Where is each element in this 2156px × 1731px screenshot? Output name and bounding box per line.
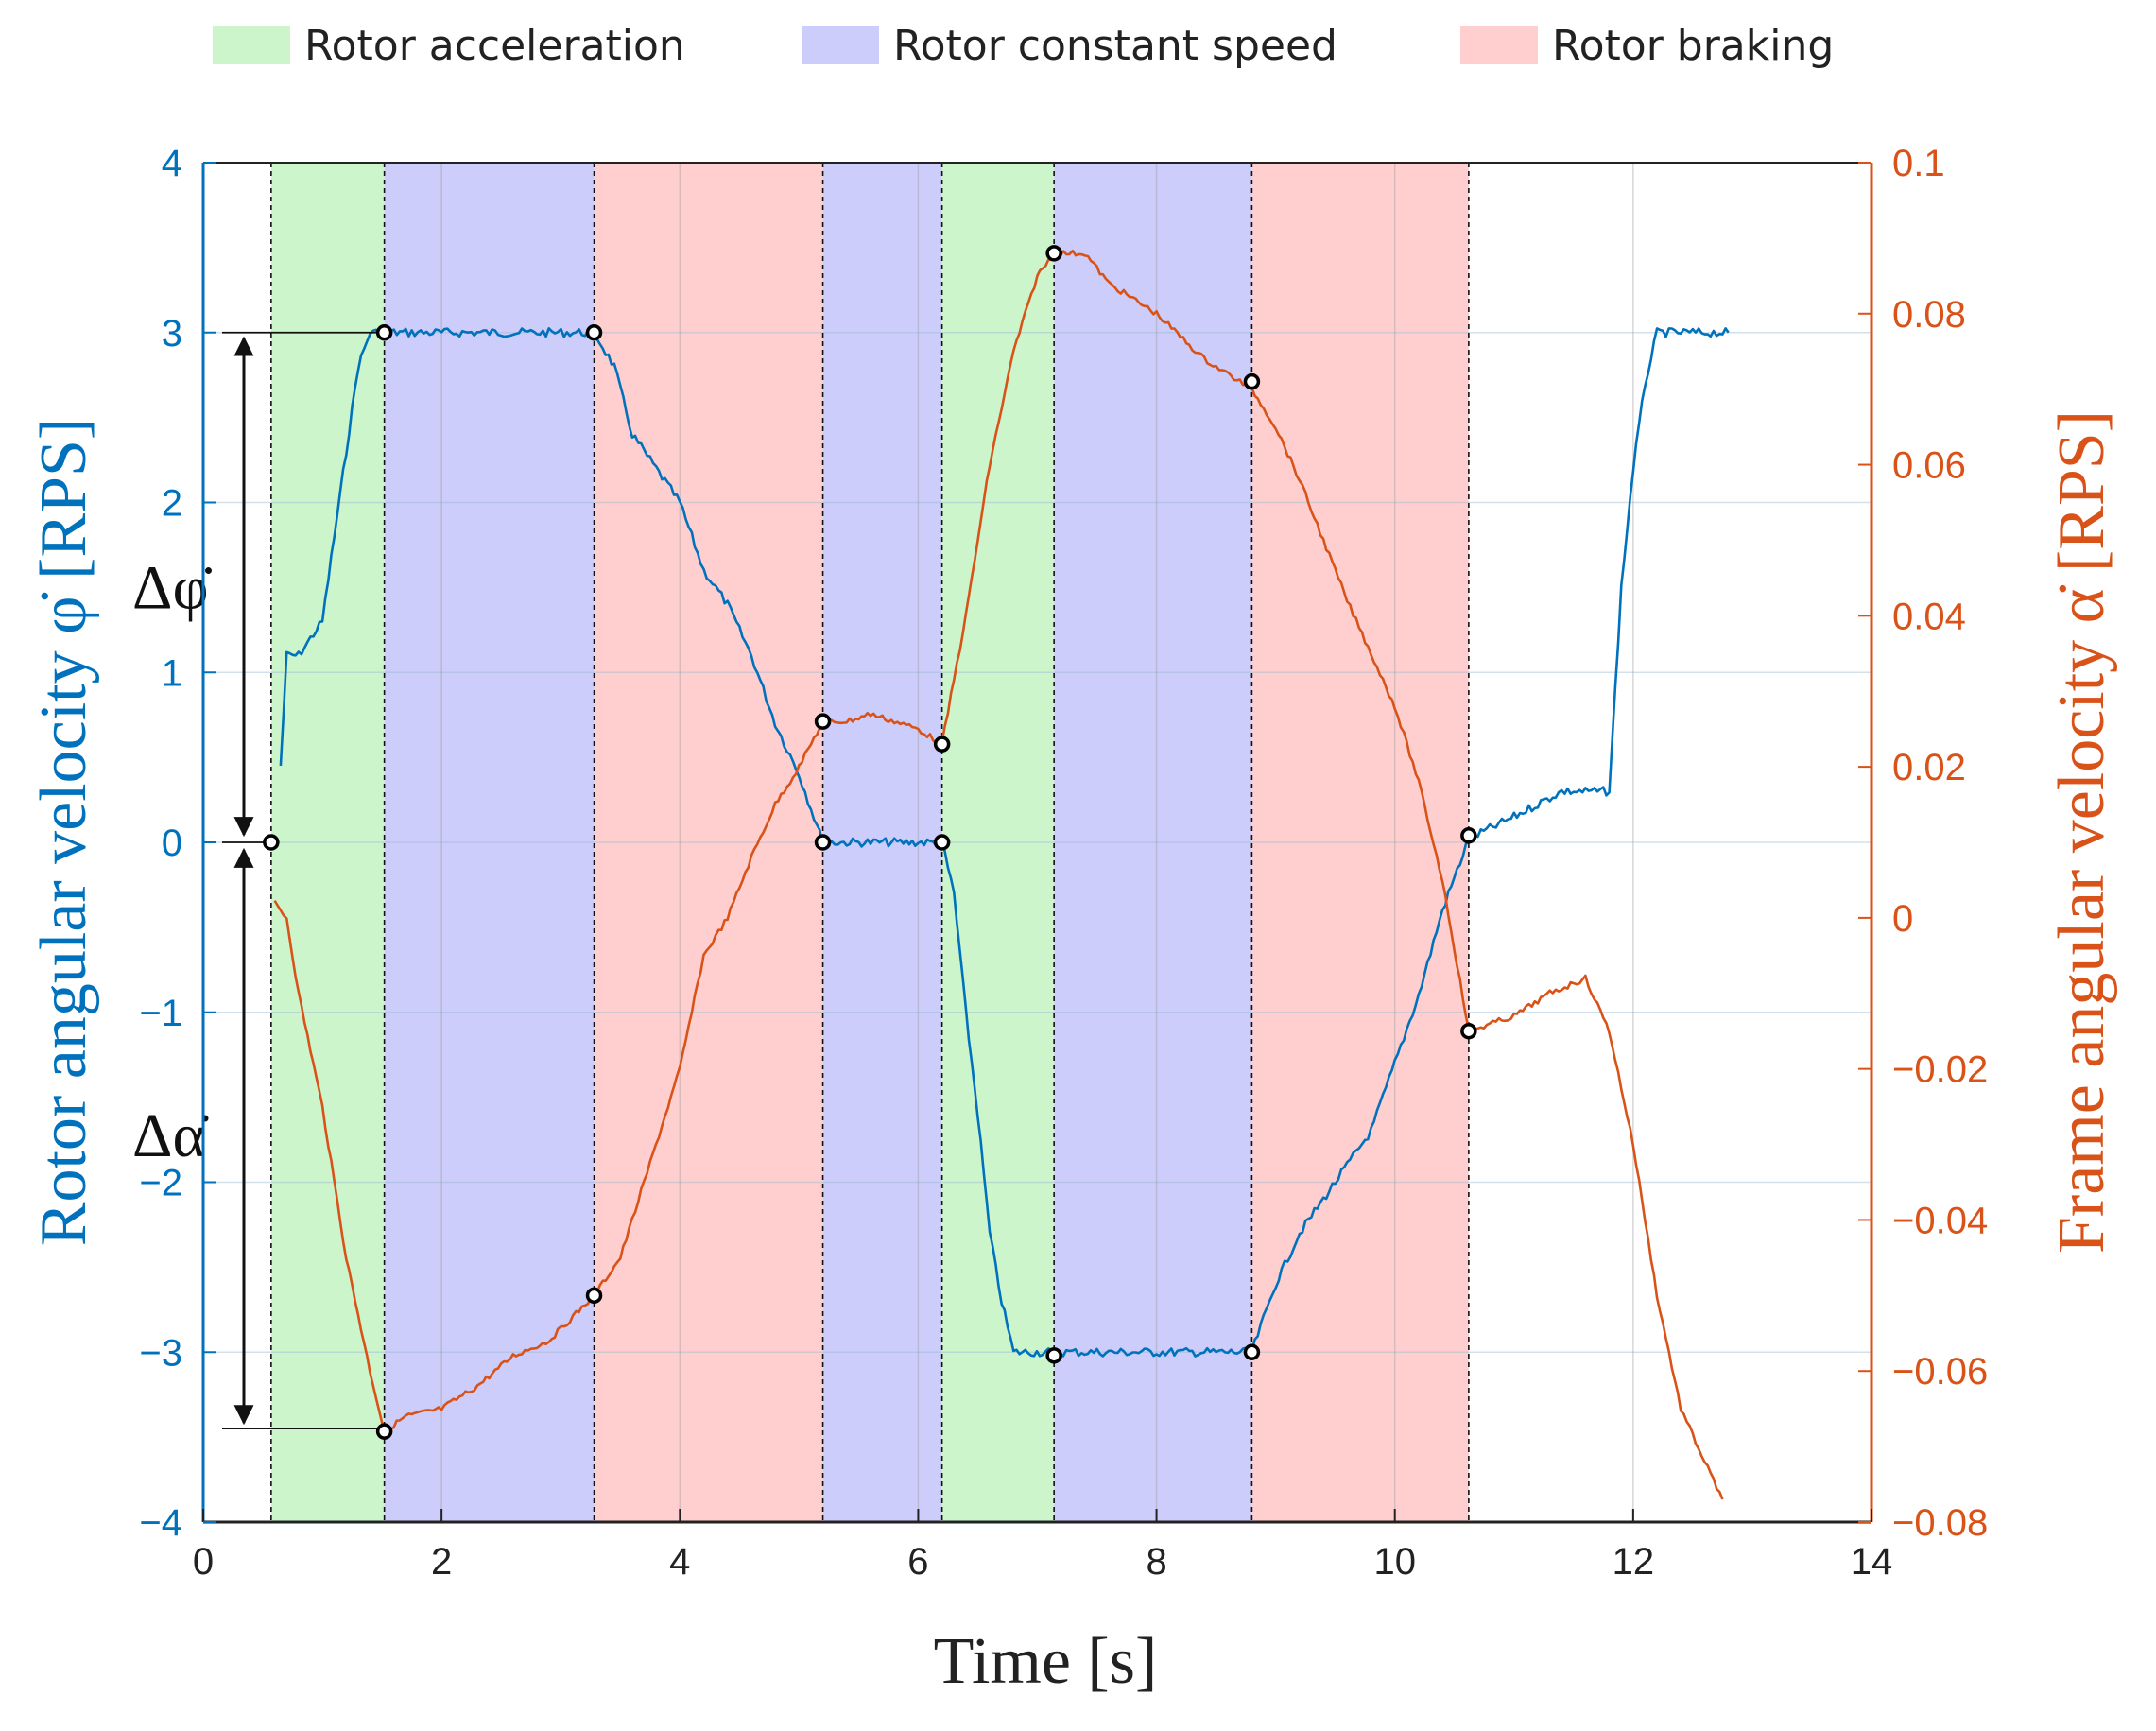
marker-point	[1243, 372, 1261, 390]
marker-point	[814, 713, 832, 730]
tick-labels: 0 2 4 6 8 10 12 1443210−1−2−3−40.10.080.060.040…	[139, 143, 1988, 1583]
frame-velocity-line	[273, 249, 1724, 1500]
x-tick-label: 8	[1146, 1541, 1166, 1583]
x-tick-label: 2	[431, 1541, 452, 1583]
marker-point	[1460, 1022, 1477, 1040]
y-tick-label-right: 0	[1892, 898, 1913, 940]
marker-point	[1045, 1347, 1062, 1364]
y-tick-label-right: 0.08	[1892, 294, 1966, 336]
y-tick-label-right: 0.02	[1892, 747, 1966, 788]
phase-band-braking	[594, 163, 823, 1522]
legend-swatch	[1460, 26, 1538, 64]
x-tick-label: 6	[907, 1541, 928, 1583]
y-tick-label-left: −1	[139, 993, 182, 1034]
marker-point	[814, 834, 832, 851]
y-tick-label-left: −2	[139, 1163, 182, 1204]
y-tick-label-left: −4	[139, 1502, 182, 1544]
y-axis-title-left: Rotor angular velocity φ̇ [RPS]	[27, 418, 100, 1246]
phase-band-acceleration	[941, 163, 1055, 1522]
marker-point	[1045, 245, 1062, 262]
y-tick-label-right: 0.06	[1892, 445, 1966, 487]
phase-bands	[270, 163, 1469, 1522]
series-lines	[273, 249, 1730, 1500]
x-tick-label: 14	[1851, 1541, 1893, 1583]
y-tick-label-left: 2	[162, 483, 182, 525]
phase-band-constant	[1054, 163, 1252, 1522]
legend-swatch	[213, 26, 290, 64]
marker-point	[375, 324, 393, 341]
legend-label: Rotor braking	[1552, 22, 1834, 70]
legend-label: Rotor acceleration	[304, 22, 685, 70]
phase-band-acceleration	[270, 163, 385, 1522]
y-tick-label-right: 0.04	[1892, 596, 1966, 637]
annotation-label: Δα̇	[132, 1101, 209, 1170]
x-tick-label: 12	[1613, 1541, 1655, 1583]
phase-band-constant	[384, 163, 595, 1522]
marker-point	[933, 736, 951, 753]
marker-point	[585, 1287, 603, 1305]
marker-point	[585, 324, 603, 341]
marker-point	[933, 834, 951, 851]
y-tick-label-right: −0.02	[1892, 1049, 1988, 1091]
annotations: Δφ̇ Δα̇	[132, 331, 385, 1430]
y-axis-title-right: Frame angular velocity α̇ [RPS]	[2045, 410, 2118, 1254]
marker-point	[263, 834, 280, 851]
x-tick-label: 10	[1373, 1541, 1416, 1583]
annotation-label: Δφ̇	[132, 553, 213, 622]
y-tick-label-left: −3	[139, 1332, 182, 1374]
y-tick-label-left: 4	[162, 143, 182, 184]
y-tick-label-right: −0.04	[1892, 1200, 1988, 1241]
y-tick-label-left: 3	[162, 313, 182, 355]
y-tick-label-right: −0.06	[1892, 1351, 1988, 1393]
marker-point	[1243, 1343, 1261, 1360]
y-tick-label-right: 0.1	[1892, 143, 1945, 184]
y-tick-label-right: −0.08	[1892, 1502, 1988, 1544]
markers	[263, 245, 1477, 1440]
x-tick-label: 4	[669, 1541, 690, 1583]
legend-swatch	[802, 26, 879, 64]
rotor-velocity-line	[279, 327, 1730, 1358]
axes	[201, 162, 1873, 1524]
x-axis-title: Time [s]	[934, 1625, 1158, 1698]
marker-point	[375, 1423, 393, 1440]
x-tick-label: 0	[193, 1541, 214, 1583]
y-tick-label-left: 1	[162, 652, 182, 694]
legend-label: Rotor constant speed	[893, 22, 1337, 70]
y-tick-label-left: 0	[162, 822, 182, 864]
legend: Rotor acceleration Rotor constant speed Ro…	[213, 22, 1834, 70]
marker-point	[1460, 827, 1477, 844]
